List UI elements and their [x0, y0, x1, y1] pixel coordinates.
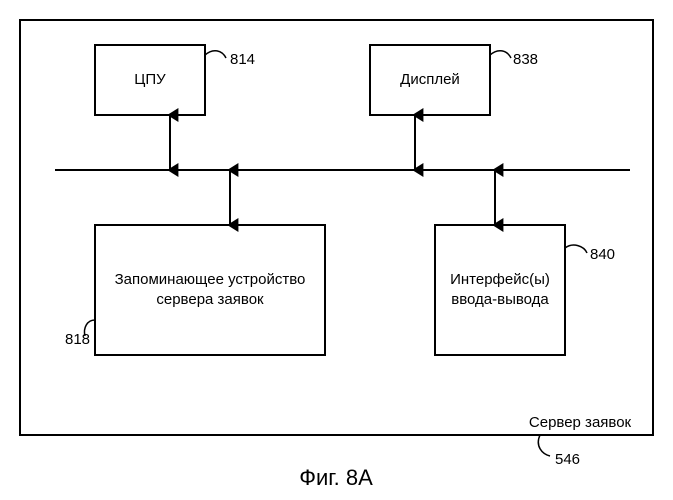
container-box	[20, 20, 653, 435]
display-label: Дисплей	[400, 71, 460, 88]
io-ref: 840	[590, 246, 615, 263]
cpu-ref: 814	[230, 51, 255, 68]
container-leader	[538, 435, 550, 456]
container-ref: 546	[555, 451, 580, 468]
figure-caption: Фиг. 8A	[299, 465, 373, 490]
container-label: Сервер заявок	[529, 414, 632, 431]
io-label-2: ввода-вывода	[451, 291, 549, 308]
memory-label-1: Запоминающее устройство	[115, 271, 306, 288]
memory-label-2: сервера заявок	[156, 291, 264, 308]
memory-ref: 818	[65, 331, 90, 348]
io-leader	[565, 245, 587, 253]
cpu-leader	[205, 51, 226, 58]
io-label-1: Интерфейс(ы)	[450, 271, 550, 288]
cpu-label: ЦПУ	[134, 71, 166, 88]
display-leader	[490, 51, 511, 58]
display-ref: 838	[513, 51, 538, 68]
